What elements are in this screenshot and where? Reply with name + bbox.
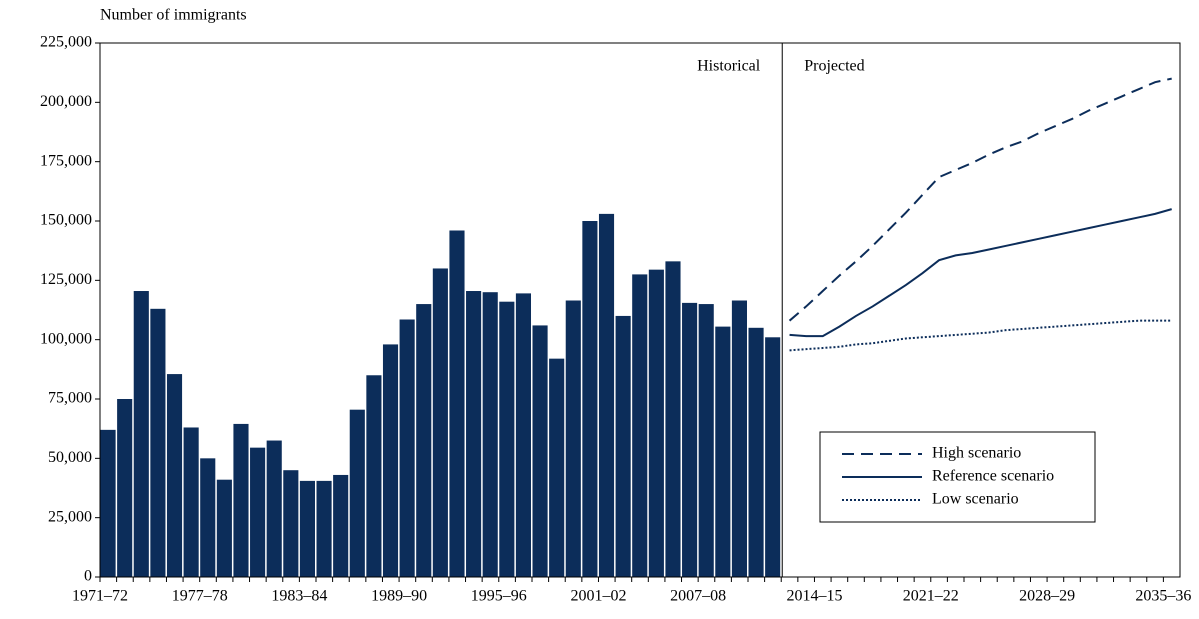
bar bbox=[632, 274, 648, 577]
line bbox=[789, 208, 1172, 338]
bar bbox=[499, 301, 515, 577]
bar bbox=[382, 344, 399, 577]
bar bbox=[266, 440, 282, 577]
line bbox=[789, 319, 1172, 352]
y-tick-label: 175,000 bbox=[40, 152, 92, 169]
y-tick-label: 200,000 bbox=[40, 93, 92, 110]
y-axis-label: Number of immigrants bbox=[100, 7, 247, 24]
bar bbox=[582, 221, 598, 577]
legend-label: High scenario bbox=[932, 445, 1021, 462]
bar bbox=[416, 304, 432, 577]
x-tick-label: 2028–29 bbox=[1019, 588, 1075, 605]
x-tick-label: 1971–72 bbox=[72, 588, 128, 605]
legend-label: Low scenario bbox=[932, 491, 1019, 508]
bar bbox=[715, 326, 731, 577]
y-tick-label: 125,000 bbox=[40, 271, 92, 288]
bar bbox=[166, 374, 183, 577]
bar bbox=[549, 358, 565, 577]
bar bbox=[150, 308, 166, 577]
bar bbox=[532, 325, 548, 577]
bar bbox=[133, 291, 149, 577]
x-tick-label: 1995–96 bbox=[471, 588, 527, 605]
bar bbox=[299, 480, 315, 577]
bar bbox=[316, 480, 332, 577]
y-tick-label: 150,000 bbox=[40, 212, 92, 229]
bar bbox=[233, 423, 249, 577]
x-tick-label: 2007–08 bbox=[670, 588, 726, 605]
y-tick-label: 25,000 bbox=[48, 508, 92, 525]
annotation: Historical bbox=[697, 58, 761, 75]
x-tick-label: 1989–90 bbox=[371, 588, 427, 605]
bar bbox=[648, 269, 664, 577]
x-tick-label: 2001–02 bbox=[570, 588, 626, 605]
bar bbox=[682, 302, 698, 577]
bar bbox=[432, 268, 448, 577]
bar bbox=[366, 375, 382, 577]
annotation: Projected bbox=[804, 58, 864, 75]
bar bbox=[665, 261, 681, 577]
bar bbox=[283, 470, 299, 577]
bar bbox=[482, 292, 498, 577]
x-tick-label: 2014–15 bbox=[786, 588, 842, 605]
legend-label: Reference scenario bbox=[932, 468, 1054, 485]
bar bbox=[183, 427, 199, 577]
bar bbox=[100, 429, 116, 577]
bar bbox=[466, 291, 482, 577]
line bbox=[788, 77, 1172, 322]
x-tick-label: 2035–36 bbox=[1135, 588, 1191, 605]
bar bbox=[565, 300, 581, 577]
bar bbox=[333, 474, 349, 577]
bar bbox=[449, 230, 465, 577]
bar bbox=[615, 315, 631, 577]
bar bbox=[349, 409, 365, 577]
x-tick-label: 1983–84 bbox=[271, 588, 327, 605]
bar bbox=[765, 337, 781, 577]
bar bbox=[200, 458, 216, 577]
y-tick-label: 0 bbox=[84, 568, 92, 585]
bar bbox=[216, 479, 232, 577]
bar bbox=[698, 304, 714, 577]
bar bbox=[598, 213, 615, 577]
plot-frame bbox=[99, 42, 1181, 578]
bar bbox=[731, 300, 747, 577]
bar bbox=[748, 327, 764, 577]
bar bbox=[250, 447, 266, 577]
y-tick-label: 75,000 bbox=[48, 390, 92, 407]
bar bbox=[117, 399, 133, 577]
y-tick-label: 50,000 bbox=[48, 449, 92, 466]
bar bbox=[399, 319, 415, 577]
y-tick-label: 225,000 bbox=[40, 34, 92, 51]
x-tick-label: 2021–22 bbox=[903, 588, 959, 605]
x-tick-label: 1977–78 bbox=[172, 588, 228, 605]
y-tick-label: 100,000 bbox=[40, 330, 92, 347]
bar bbox=[515, 293, 531, 577]
